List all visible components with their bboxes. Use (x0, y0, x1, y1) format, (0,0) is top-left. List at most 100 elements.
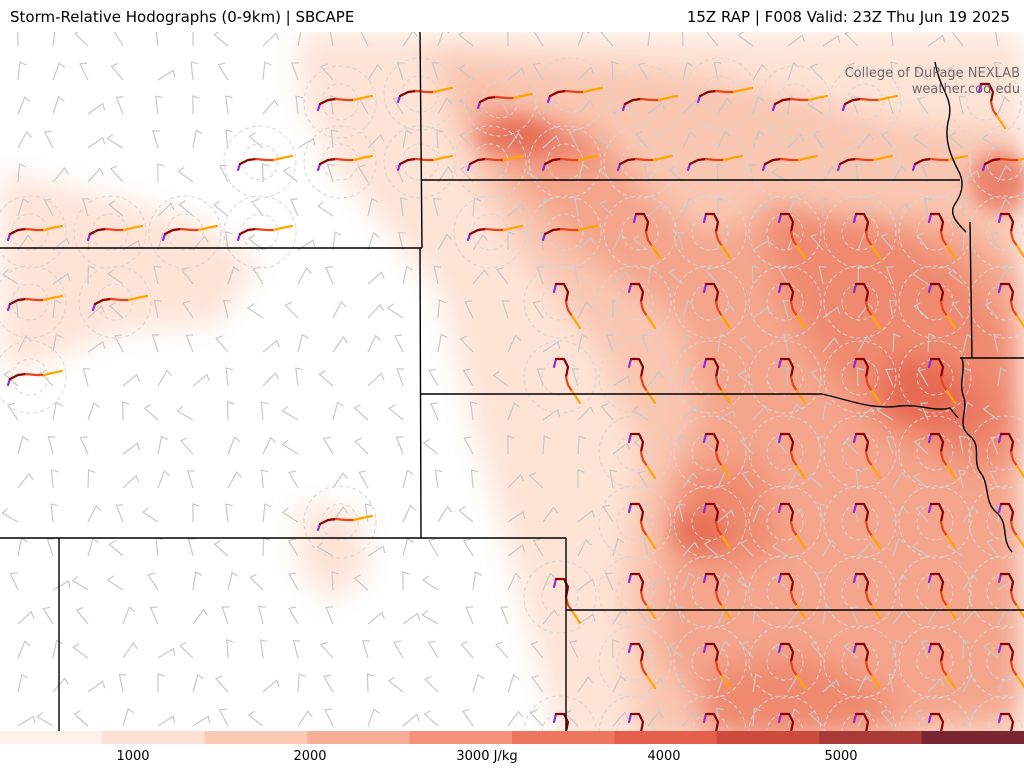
wind-barb (226, 639, 234, 659)
hodograph-segment (552, 357, 558, 369)
wind-barb (17, 334, 32, 353)
wind-barb (433, 265, 442, 285)
wind-barb (507, 203, 525, 217)
wind-barb (632, 234, 649, 251)
wind-barb (857, 204, 876, 217)
map-panel[interactable]: College of DuPage NEXLAB weather.cod.edu (0, 32, 1024, 744)
wind-barb (402, 612, 421, 625)
sbcape-shading (0, 32, 1024, 744)
wind-barb (281, 405, 299, 421)
hodograph-segment (1009, 660, 1019, 678)
hodograph-segment (629, 642, 645, 664)
wind-barb (500, 606, 509, 625)
hodograph-segment (997, 212, 1003, 224)
wind-barb (855, 163, 864, 183)
wind-barb (392, 96, 404, 115)
wind-barb (284, 301, 299, 319)
wind-barb (958, 435, 967, 455)
wind-barb (507, 572, 522, 591)
wind-barb (717, 509, 735, 523)
wind-barb (810, 233, 824, 251)
header-bar: Storm-Relative Hodographs (0-9km) | SBCA… (0, 0, 1024, 32)
wind-barb (990, 232, 999, 251)
wind-barb (227, 266, 240, 285)
cape-contour (0, 172, 260, 372)
hodograph-ring (898, 125, 972, 199)
border-line (419, 32, 423, 249)
wind-barb (717, 606, 731, 625)
hodograph-segment (702, 572, 708, 584)
hodograph-segment (468, 227, 488, 236)
wind-barb (815, 572, 824, 591)
cape-max (475, 119, 555, 155)
hodograph-ring (823, 195, 897, 269)
wind-barb (52, 62, 66, 81)
hodograph-segment (945, 314, 957, 330)
wind-barb (157, 202, 175, 217)
hodograph-segment (24, 372, 46, 377)
hodograph-segment (999, 572, 1015, 594)
hodograph-segment (777, 502, 783, 514)
wind-barb (920, 402, 929, 421)
wind-barb (157, 69, 176, 81)
hodograph-segment (977, 82, 983, 94)
wind-barb (507, 32, 509, 47)
hodograph-segment (559, 157, 581, 162)
colorbar-step (102, 731, 206, 744)
hodograph-segment (352, 514, 374, 522)
wind-barbs (1, 32, 1016, 727)
wind-barb (427, 368, 439, 387)
hodograph-segment (24, 297, 46, 302)
wind-barb (52, 677, 69, 693)
wind-barb (217, 62, 229, 81)
wind-barb (324, 708, 334, 727)
hodograph-segment (927, 502, 933, 514)
wind-barb (676, 674, 685, 693)
hodograph-ring (898, 415, 972, 489)
hodograph-segment (318, 97, 338, 106)
wind-barb (122, 373, 140, 387)
hodograph-segment (777, 212, 783, 224)
hodograph-segment (795, 604, 807, 620)
wind-barb (465, 606, 474, 625)
wind-barb (262, 371, 280, 387)
hodograph-segment (870, 604, 882, 620)
wind-barb (155, 32, 159, 47)
hodograph-ring (828, 65, 902, 139)
wind-barb (612, 607, 628, 625)
wind-barb (115, 96, 124, 115)
wind-barb (951, 32, 964, 47)
hodograph-segment (939, 590, 949, 608)
hodograph-segment (927, 432, 933, 444)
wind-barb (17, 640, 31, 659)
hodograph-segment (777, 642, 783, 654)
hodograph-segment (779, 642, 795, 664)
model-valid-time: 15Z RAP | F008 Valid: 23Z Thu Jun 19 202… (686, 8, 1010, 26)
wind-barb (577, 538, 592, 557)
wind-barb (402, 571, 410, 591)
hodograph-segment (999, 432, 1015, 454)
wind-barb (682, 32, 684, 47)
hodograph-ring (0, 195, 67, 269)
wind-barb (185, 334, 194, 353)
wind-barb (332, 231, 342, 251)
wind-barb (822, 306, 841, 319)
hodograph-segment (8, 297, 28, 306)
wind-barb (87, 102, 106, 115)
wind-barb (885, 266, 894, 285)
wind-barb (810, 369, 824, 387)
wind-barb (705, 32, 719, 47)
wind-barb (542, 197, 551, 217)
wind-barb (225, 503, 233, 523)
hodograph-segment (627, 432, 633, 444)
hodograph-segment (623, 97, 643, 106)
hodograph-segment (714, 230, 724, 248)
wind-barb (297, 333, 309, 353)
wind-barb (151, 130, 160, 149)
border-line (969, 221, 973, 359)
hodograph-segment (197, 224, 219, 232)
wind-barb (641, 640, 650, 659)
wind-barb (472, 197, 482, 217)
hodograph-ring (898, 195, 972, 269)
hodograph-segment (779, 502, 795, 524)
